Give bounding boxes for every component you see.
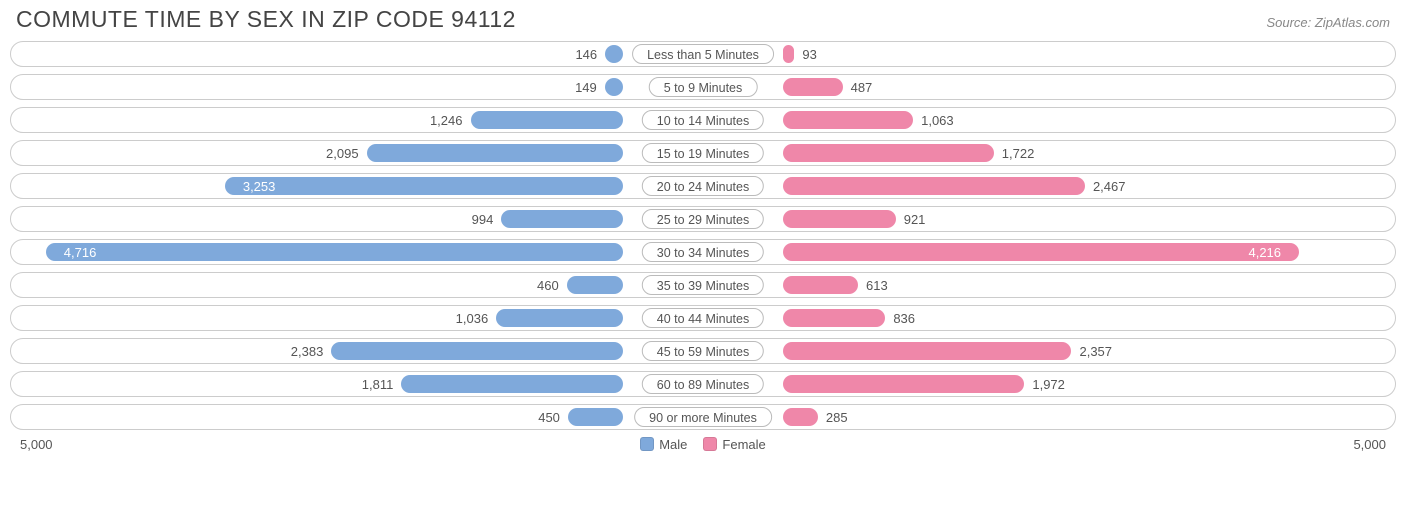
bar-female: [783, 78, 843, 96]
legend-item-male: Male: [640, 437, 687, 452]
chart-row: 149 487 5 to 9 Minutes: [10, 74, 1396, 100]
category-pill: 20 to 24 Minutes: [642, 176, 764, 196]
value-label-female: 921: [904, 207, 926, 233]
value-label-male: 1,246: [430, 108, 463, 134]
category-pill: 90 or more Minutes: [634, 407, 772, 427]
value-label-male: 146: [575, 42, 597, 68]
value-label-female: 285: [826, 405, 848, 431]
chart-row: 146 93 Less than 5 Minutes: [10, 41, 1396, 67]
value-label-male: 4,716: [56, 240, 97, 266]
bar-male: [46, 243, 623, 261]
value-label-female: 4,216: [1248, 240, 1289, 266]
bar-male: [496, 309, 623, 327]
bar-male: [367, 144, 623, 162]
chart-title: COMMUTE TIME BY SEX IN ZIP CODE 94112: [16, 6, 516, 33]
bar-male: [605, 78, 623, 96]
bar-female: [783, 276, 858, 294]
value-label-female: 2,357: [1079, 339, 1112, 365]
value-label-male: 3,253: [235, 174, 276, 200]
bar-female: [783, 210, 896, 228]
chart-row: 2,095 1,722 15 to 19 Minutes: [10, 140, 1396, 166]
legend-label-female: Female: [722, 437, 765, 452]
legend-item-female: Female: [703, 437, 765, 452]
chart-rows: 146 93 Less than 5 Minutes 149 487 5 to 9 Min…: [10, 41, 1396, 430]
chart-row: 460 613 35 to 39 Minutes: [10, 272, 1396, 298]
bar-male: [331, 342, 623, 360]
bar-female: [783, 177, 1085, 195]
chart-row: 450 285 90 or more Minutes: [10, 404, 1396, 430]
value-label-female: 93: [802, 42, 816, 68]
legend-swatch-female: [703, 437, 717, 451]
value-label-female: 1,063: [921, 108, 954, 134]
category-pill: Less than 5 Minutes: [632, 44, 774, 64]
bar-female: [783, 342, 1071, 360]
value-label-male: 2,095: [326, 141, 359, 167]
category-pill: 25 to 29 Minutes: [642, 209, 764, 229]
bar-male: [568, 408, 623, 426]
bar-male: [567, 276, 623, 294]
bar-female: [783, 243, 1299, 261]
chart-row: 3,253 2,467 20 to 24 Minutes: [10, 173, 1396, 199]
category-pill: 40 to 44 Minutes: [642, 308, 764, 328]
value-label-male: 1,811: [362, 372, 394, 398]
axis-right-max: 5,000: [1353, 437, 1386, 452]
chart-row: 994 921 25 to 29 Minutes: [10, 206, 1396, 232]
category-pill: 10 to 14 Minutes: [642, 110, 764, 130]
chart-header: COMMUTE TIME BY SEX IN ZIP CODE 94112 So…: [10, 6, 1396, 33]
legend-swatch-male: [640, 437, 654, 451]
category-pill: 35 to 39 Minutes: [642, 275, 764, 295]
value-label-male: 149: [575, 75, 597, 101]
bar-female: [783, 144, 994, 162]
chart-container: COMMUTE TIME BY SEX IN ZIP CODE 94112 So…: [0, 0, 1406, 460]
category-pill: 60 to 89 Minutes: [642, 374, 764, 394]
chart-source: Source: ZipAtlas.com: [1266, 15, 1390, 30]
value-label-female: 2,467: [1093, 174, 1126, 200]
value-label-female: 1,722: [1002, 141, 1035, 167]
chart-row: 1,036 836 40 to 44 Minutes: [10, 305, 1396, 331]
value-label-female: 836: [893, 306, 915, 332]
legend-label-male: Male: [659, 437, 687, 452]
bar-male: [471, 111, 624, 129]
bar-female: [783, 45, 794, 63]
bar-female: [783, 309, 885, 327]
category-pill: 30 to 34 Minutes: [642, 242, 764, 262]
bar-male: [605, 45, 623, 63]
value-label-male: 994: [472, 207, 494, 233]
value-label-male: 460: [537, 273, 559, 299]
category-pill: 45 to 59 Minutes: [642, 341, 764, 361]
chart-row: 4,716 4,216 30 to 34 Minutes: [10, 239, 1396, 265]
category-pill: 5 to 9 Minutes: [649, 77, 758, 97]
bar-male: [501, 210, 623, 228]
bar-female: [783, 408, 818, 426]
value-label-male: 1,036: [456, 306, 489, 332]
bar-female: [783, 375, 1024, 393]
value-label-male: 450: [538, 405, 560, 431]
category-pill: 15 to 19 Minutes: [642, 143, 764, 163]
value-label-female: 1,972: [1032, 372, 1065, 398]
chart-row: 1,246 1,063 10 to 14 Minutes: [10, 107, 1396, 133]
bar-male: [225, 177, 623, 195]
chart-footer: 5,000 Male Female 5,000: [10, 437, 1396, 452]
value-label-female: 487: [851, 75, 873, 101]
chart-row: 1,811 1,972 60 to 89 Minutes: [10, 371, 1396, 397]
bar-female: [783, 111, 913, 129]
bar-male: [401, 375, 623, 393]
value-label-female: 613: [866, 273, 888, 299]
chart-row: 2,383 2,357 45 to 59 Minutes: [10, 338, 1396, 364]
axis-left-max: 5,000: [20, 437, 53, 452]
chart-legend: Male Female: [640, 437, 766, 452]
value-label-male: 2,383: [291, 339, 324, 365]
